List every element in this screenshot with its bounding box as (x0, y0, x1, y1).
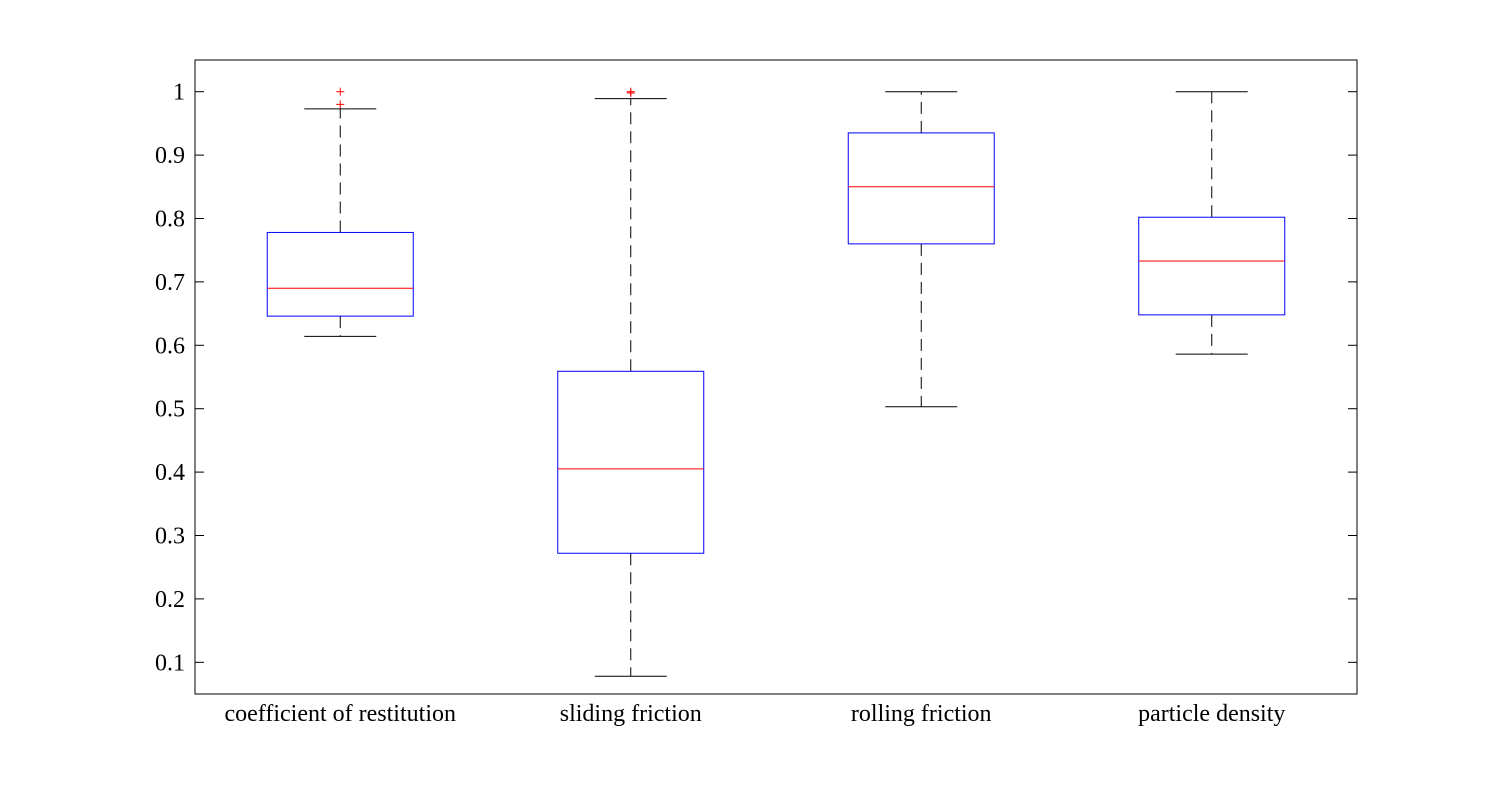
iqr-box (557, 370, 705, 554)
y-tick-label: 0.5 (155, 397, 185, 423)
outlier-marker (336, 87, 345, 96)
x-category-label: sliding friction (560, 701, 702, 727)
iqr-box (1138, 216, 1286, 316)
y-tick-label: 0.4 (155, 460, 185, 486)
outlier-marker (336, 100, 345, 109)
iqr-box (266, 231, 414, 317)
x-category-label: coefficient of restitution (225, 701, 456, 727)
y-tick-label: 0.7 (155, 270, 185, 296)
y-tick-label: 1 (173, 80, 185, 106)
x-category-label: rolling friction (851, 701, 992, 727)
y-tick-label: 0.3 (155, 524, 185, 550)
box-group (557, 87, 705, 677)
box-plot-series (266, 87, 1286, 677)
y-tick-label: 0.1 (155, 650, 185, 676)
x-axis: coefficient of restitution sliding fricti… (225, 701, 1286, 727)
x-category-label: particle density (1138, 701, 1285, 727)
y-tick-label: 0.6 (155, 333, 185, 359)
plot-area-frame (194, 59, 1358, 695)
iqr-box (847, 132, 995, 245)
y-axis: 0.1 0.2 0.3 0.4 0.5 0.6 0.7 0.8 0.9 1 (155, 80, 1357, 676)
y-tick-label: 0.2 (155, 587, 185, 613)
y-tick-label: 0.9 (155, 143, 185, 169)
box-group (847, 91, 995, 408)
box-group (266, 87, 414, 337)
box-group (1138, 91, 1286, 355)
outlier-marker (626, 87, 635, 96)
y-tick-label: 0.8 (155, 207, 185, 233)
